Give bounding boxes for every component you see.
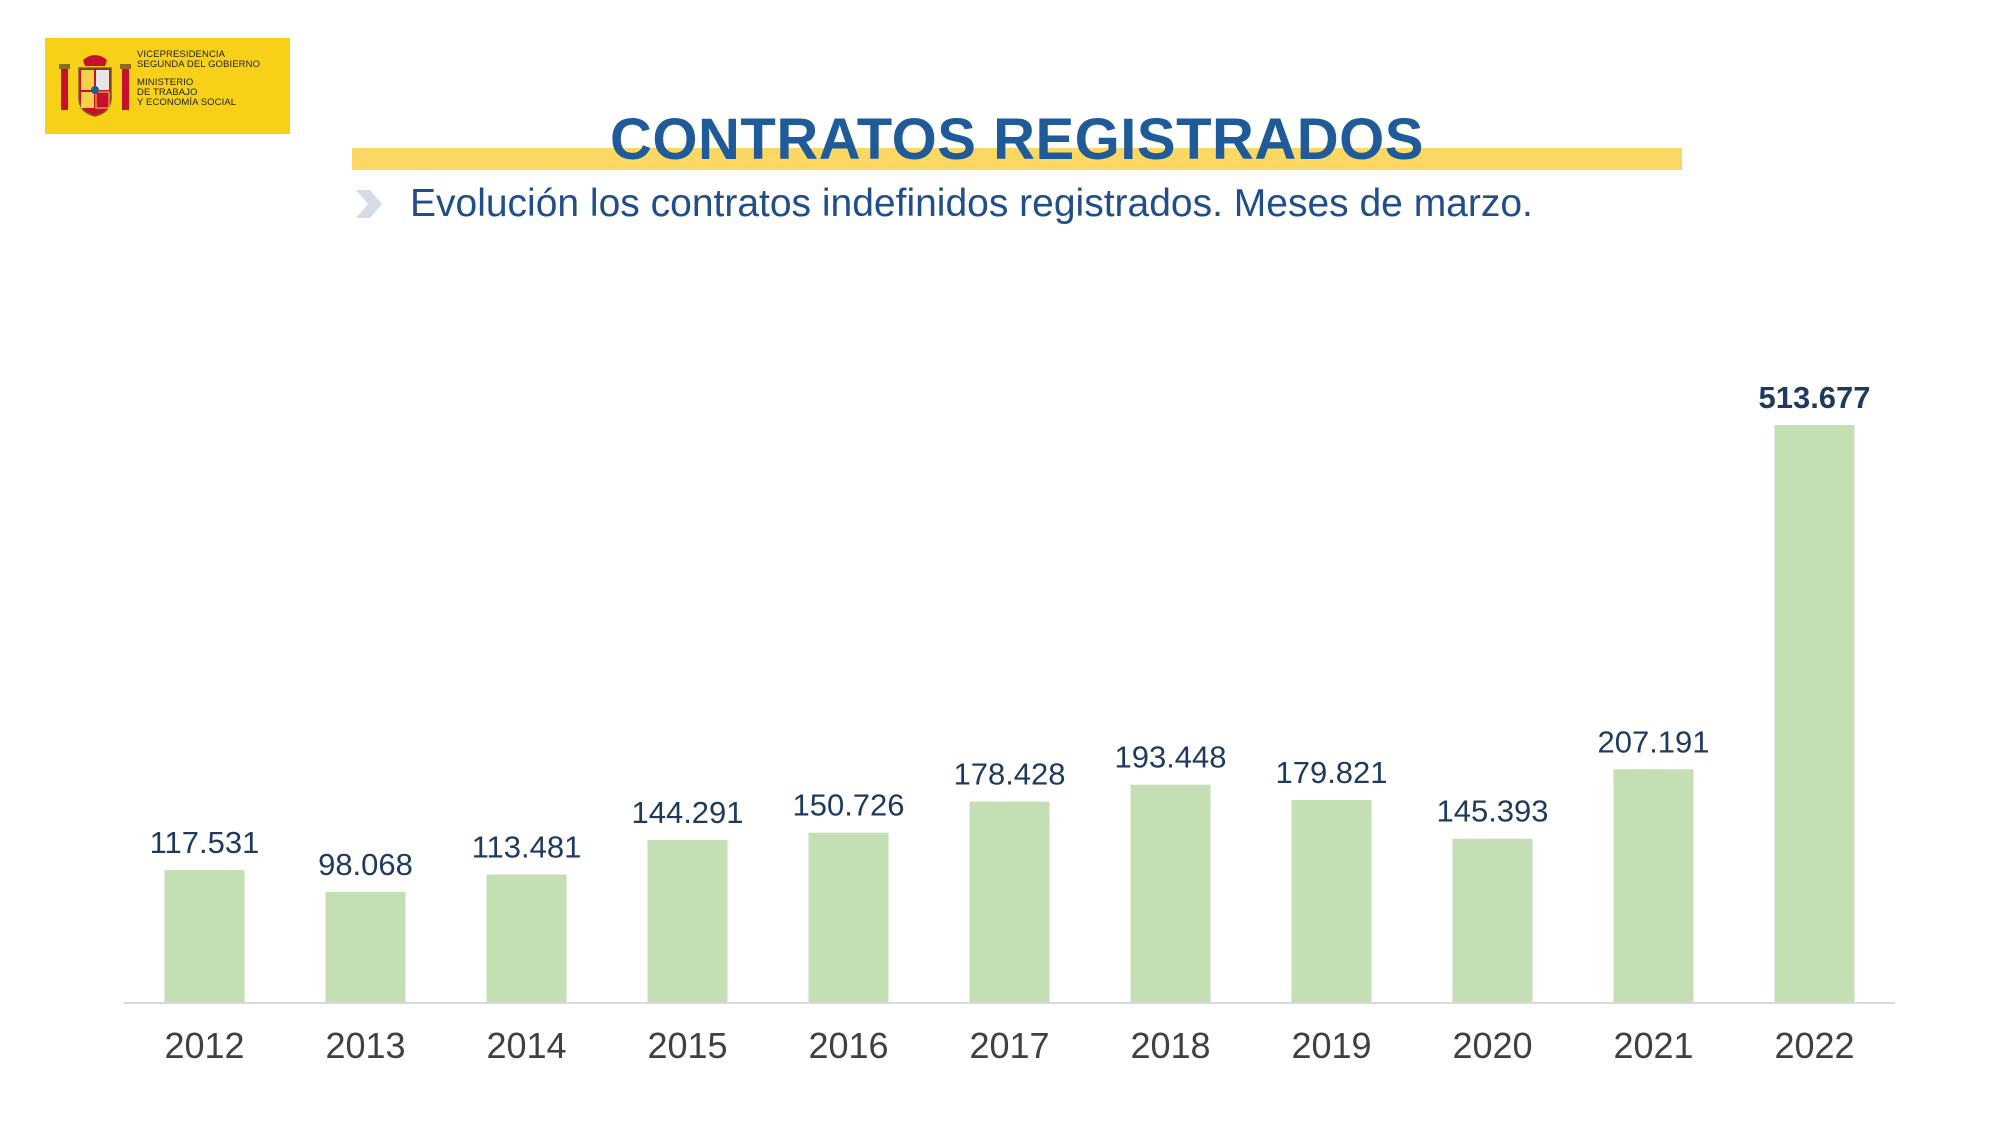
chart-subtitle: Evolución los contratos indefinidos regi… [410, 182, 1533, 225]
bar-2020 [1452, 838, 1533, 1002]
bar-2022 [1774, 425, 1855, 1002]
logo-line-1: VICEPRESIDENCIA [137, 49, 226, 60]
x-tick-label-2013: 2013 [325, 1025, 405, 1066]
data-label-2012: 117.531 [150, 825, 260, 860]
page-title: CONTRATOS REGISTRADOS [610, 107, 1424, 172]
bar-2012 [164, 869, 245, 1002]
bar-2013 [325, 891, 406, 1002]
spain-coat-of-arms-icon [59, 55, 131, 117]
data-label-2015: 144.291 [631, 795, 743, 830]
x-tick-label-2021: 2021 [1613, 1025, 1693, 1066]
title-underline-bar [352, 148, 1682, 170]
logo-text: VICEPRESIDENCIA SEGUNDA DEL GOBIERNO MIN… [137, 50, 287, 108]
x-tick-label-2014: 2014 [486, 1025, 566, 1066]
bar-2015 [647, 839, 728, 1002]
x-tick-label-2018: 2018 [1130, 1025, 1210, 1066]
bar-2021 [1613, 769, 1694, 1002]
data-label-2013: 98.068 [318, 847, 413, 882]
logo-line-4: DE TRABAJO [137, 87, 198, 98]
data-label-2021: 207.191 [1597, 724, 1709, 759]
data-label-2018: 193.448 [1114, 740, 1226, 775]
x-tick-label-2015: 2015 [647, 1025, 727, 1066]
x-tick-label-2019: 2019 [1291, 1025, 1371, 1066]
logo-line-2: SEGUNDA DEL GOBIERNO [137, 59, 261, 70]
data-label-2019: 179.821 [1275, 755, 1387, 790]
logo-line-5: Y ECONOMÍA SOCIAL [137, 97, 237, 108]
bar-2016 [808, 832, 889, 1002]
data-label-2020: 145.393 [1436, 794, 1548, 829]
data-label-2014: 113.481 [472, 830, 582, 865]
x-tick-label-2016: 2016 [808, 1025, 888, 1066]
subtitle-row: Evolución los contratos indefinidos regi… [352, 182, 1533, 226]
data-label-2016: 150.726 [792, 788, 904, 823]
bar-2018 [1130, 784, 1211, 1002]
bar-2017 [969, 801, 1050, 1002]
x-tick-label-2020: 2020 [1452, 1025, 1532, 1066]
x-tick-label-2012: 2012 [164, 1025, 244, 1066]
data-label-2022: 513.677 [1758, 380, 1870, 415]
bar-2019 [1291, 800, 1372, 1002]
x-tick-label-2017: 2017 [969, 1025, 1049, 1066]
bar-2014 [486, 874, 567, 1002]
chevron-right-icon [356, 190, 382, 218]
logo-line-3: MINISTERIO [137, 77, 194, 88]
ministry-logo: VICEPRESIDENCIA SEGUNDA DEL GOBIERNO MIN… [45, 38, 290, 134]
data-label-2017: 178.428 [953, 757, 1065, 792]
x-tick-label-2022: 2022 [1774, 1025, 1854, 1066]
